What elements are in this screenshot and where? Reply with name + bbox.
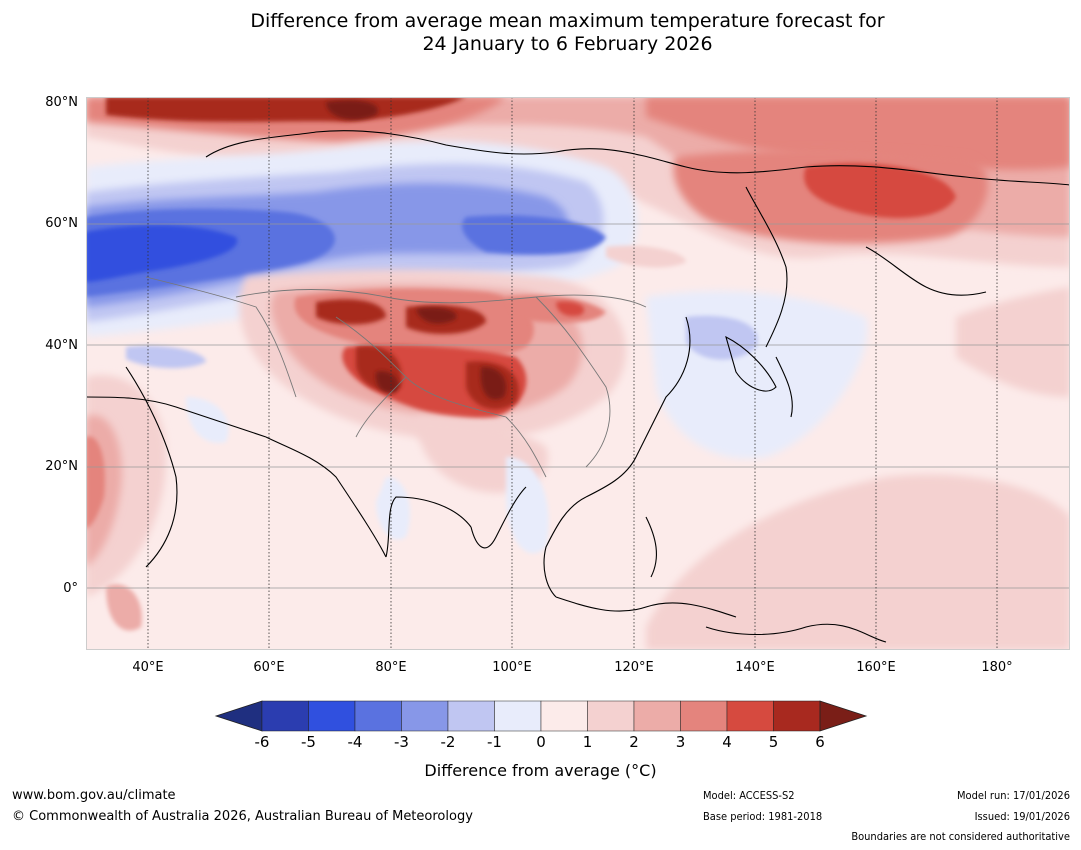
colorbar-cell	[680, 700, 728, 732]
lat-label-80n: 80°N	[45, 95, 78, 110]
map-svg	[86, 97, 1070, 650]
colorbar-tick-label: -4	[347, 733, 363, 751]
colorbar-cell	[401, 700, 449, 732]
colorbar-cell	[261, 700, 309, 732]
region-pacific-mild	[646, 474, 1070, 650]
forecast-map	[86, 97, 1070, 650]
colorbar-tick-label: 1	[582, 733, 593, 751]
region-western-siberia-cold	[86, 225, 238, 282]
colorbar-tick-label: 6	[815, 733, 825, 751]
colorbar-tick-label: -3	[394, 733, 409, 751]
lon-label-160e: 160°E	[856, 660, 896, 675]
colorbar-tick-label: -5	[301, 733, 316, 751]
colorbar-tick-label: 3	[675, 733, 686, 751]
colorbar-cell	[308, 700, 356, 732]
colorbar-tick-label: 4	[722, 733, 732, 751]
footer-model-run: Model run: 17/01/2026	[957, 789, 1070, 802]
footer-boundaries: Boundaries are not considered authoritat…	[851, 830, 1070, 843]
colorbar-tick-label: -1	[487, 733, 502, 751]
colorbar-tick-label: 2	[629, 733, 639, 751]
footer-model: Model: ACCESS-S2	[703, 789, 795, 802]
colorbar-arrow-low	[214, 700, 263, 732]
colorbar-cell	[633, 700, 681, 732]
colorbar-tick-label: -2	[440, 733, 456, 751]
colorbar-cell	[773, 700, 821, 732]
footer-copyright: © Commonwealth of Australia 2026, Austra…	[12, 809, 473, 824]
lon-label-60e: 60°E	[253, 660, 285, 675]
colorbar-tick-label: 5	[768, 733, 779, 751]
lat-label-40n: 40°N	[45, 338, 78, 353]
footer-base-period: Base period: 1981-2018	[703, 810, 823, 823]
colorbar-label: Difference from average (°C)	[424, 761, 657, 780]
colorbar-cell	[494, 700, 542, 732]
colorbar-cell	[540, 700, 588, 732]
title-line-2: 24 January to 6 February 2026	[422, 33, 713, 55]
grid-lon-lines	[147, 97, 998, 650]
colorbar-tick-label: 0	[536, 733, 546, 751]
chart-title: Difference from average mean maximum tem…	[0, 10, 1081, 56]
colorbar-cell	[447, 700, 495, 732]
footer-website[interactable]: www.bom.gov.au/climate	[12, 788, 176, 803]
lon-label-120e: 120°E	[614, 660, 654, 675]
country-borders	[145, 276, 647, 478]
lon-label-180: 180°	[981, 660, 1013, 675]
lat-label-0: 0°	[63, 581, 78, 596]
lon-label-80e: 80°E	[375, 660, 407, 675]
lat-label-60n: 60°N	[45, 216, 78, 231]
lon-label-140e: 140°E	[735, 660, 775, 675]
region-japan-cool	[686, 315, 758, 360]
colorbar-cell	[587, 700, 635, 732]
lon-label-40e: 40°E	[132, 660, 164, 675]
colorbar-arrow-high	[819, 700, 868, 732]
coastlines	[86, 130, 1070, 643]
grid-lat-lines	[86, 223, 1070, 589]
lon-label-100e: 100°E	[492, 660, 532, 675]
colorbar-tick-label: -6	[254, 733, 270, 751]
footer-issued: Issued: 19/01/2026	[974, 810, 1070, 823]
colorbar-cell	[726, 700, 774, 732]
colorbar-cell	[354, 700, 402, 732]
title-line-1: Difference from average mean maximum tem…	[250, 10, 885, 32]
lat-label-20n: 20°N	[45, 459, 78, 474]
